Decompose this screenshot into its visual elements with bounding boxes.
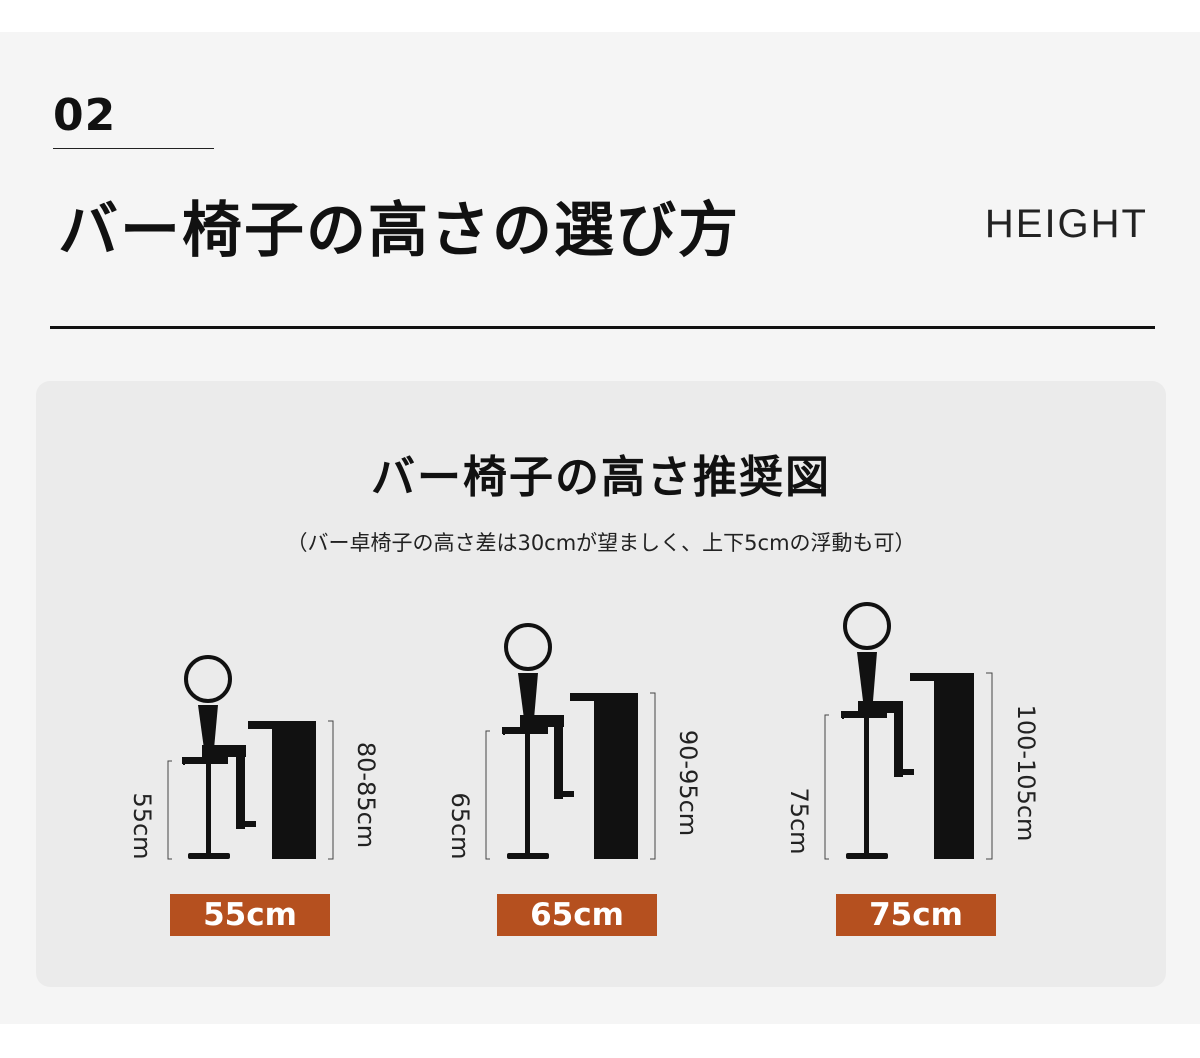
person-thigh bbox=[520, 715, 564, 727]
counter-body bbox=[272, 721, 316, 859]
title-divider bbox=[50, 326, 1155, 329]
seat-height-text: 65cm bbox=[446, 792, 474, 859]
section-number: 02 bbox=[53, 90, 117, 141]
counter-height-text: 100-105cm bbox=[1012, 705, 1040, 842]
seat-height-bracket bbox=[824, 714, 829, 860]
counter-body bbox=[934, 673, 974, 859]
person-thigh bbox=[202, 745, 246, 757]
seat-height-text: 75cm bbox=[785, 787, 813, 854]
counter-height-text: 80-85cm bbox=[352, 742, 380, 848]
person-head bbox=[504, 623, 552, 671]
height-label-2: 65cm bbox=[497, 894, 657, 936]
panel-title: バー椅子の高さ推奨図 bbox=[371, 452, 831, 503]
person-leg bbox=[236, 745, 245, 829]
seat-height-text: 55cm bbox=[128, 792, 156, 859]
stool-seat bbox=[841, 711, 887, 718]
person-head bbox=[843, 602, 891, 650]
person-foot bbox=[554, 791, 574, 797]
page-title: バー椅子の高さの選び方 bbox=[58, 196, 740, 266]
person-thigh bbox=[858, 701, 902, 713]
english-label: HEIGHT bbox=[984, 202, 1148, 246]
stool-seat bbox=[502, 727, 548, 734]
person-leg bbox=[894, 701, 903, 777]
person-leg bbox=[554, 715, 563, 799]
chair-table-illustration-3: 75cm 100-105cm bbox=[785, 602, 1040, 860]
counter-body bbox=[594, 693, 638, 859]
section-number-underline bbox=[53, 148, 214, 149]
person-torso bbox=[857, 652, 877, 701]
counter-height-text: 90-95cm bbox=[674, 730, 702, 836]
chair-table-illustration-2: 65cm 90-95cm bbox=[446, 623, 702, 860]
chair-table-illustration-1: 55cm 80-85cm bbox=[128, 655, 380, 860]
stool-base bbox=[188, 853, 230, 859]
seat-height-bracket bbox=[485, 730, 490, 860]
person-head bbox=[184, 655, 232, 703]
person-foot bbox=[894, 769, 914, 775]
person-torso bbox=[518, 673, 538, 719]
stool-seat bbox=[182, 757, 228, 764]
height-guide-panel: バー椅子の高さ推奨図 （バー卓椅子の高さ差は30cmが望ましく、上下5cmの浮動… bbox=[36, 381, 1166, 987]
stool-post bbox=[206, 764, 211, 854]
person-foot bbox=[236, 821, 256, 827]
page-background: 02 バー椅子の高さの選び方 HEIGHT バー椅子の高さ推奨図 （バー卓椅子の… bbox=[0, 32, 1200, 1024]
stool-post bbox=[864, 718, 869, 854]
panel-note: （バー卓椅子の高さ差は30cmが望ましく、上下5cmの浮動も可） bbox=[286, 531, 916, 555]
counter-height-bracket bbox=[650, 692, 656, 860]
counter-height-bracket bbox=[986, 672, 993, 860]
height-label-3: 75cm bbox=[836, 894, 996, 936]
stool-post bbox=[525, 734, 530, 854]
stool-base bbox=[507, 853, 549, 859]
seat-height-bracket bbox=[167, 760, 172, 860]
counter-height-bracket bbox=[328, 720, 334, 860]
height-label-1: 55cm bbox=[170, 894, 330, 936]
stool-base bbox=[846, 853, 888, 859]
person-torso bbox=[198, 705, 218, 749]
